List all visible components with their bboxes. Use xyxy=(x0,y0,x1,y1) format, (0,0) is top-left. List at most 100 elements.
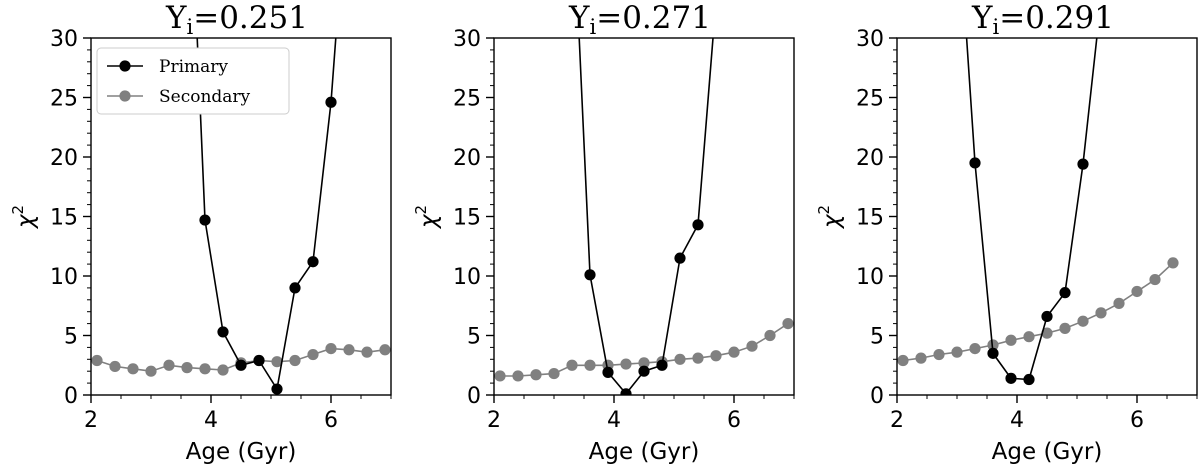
data-point-primary xyxy=(620,388,632,395)
data-point-secondary xyxy=(692,352,704,364)
y-tick-label: 0 xyxy=(870,384,884,409)
y-tick-label: 15 xyxy=(856,206,884,231)
data-point-secondary xyxy=(494,370,506,382)
legend-marker xyxy=(119,90,131,102)
data-point-secondary xyxy=(1167,257,1179,269)
data-point-secondary xyxy=(379,344,391,356)
data-point-secondary xyxy=(728,346,740,358)
y-label-superscript: 2 xyxy=(412,205,430,215)
y-tick-label: 10 xyxy=(453,265,481,290)
x-tick-label: 2 xyxy=(487,408,501,433)
data-point-secondary xyxy=(638,357,650,369)
data-point-secondary xyxy=(109,360,121,373)
data-point-secondary xyxy=(199,363,211,375)
data-point-primary xyxy=(987,347,999,359)
data-point-secondary xyxy=(530,369,542,381)
y-axis-label: χ2 xyxy=(412,205,442,230)
y-tick-label: 5 xyxy=(467,325,481,350)
x-tick-label: 2 xyxy=(890,408,904,433)
series-line-secondary xyxy=(902,262,1174,362)
y-tick-label: 30 xyxy=(856,27,884,52)
y-tick-label: 10 xyxy=(856,265,884,290)
data-point-secondary xyxy=(1041,327,1053,339)
title-symbol: Y xyxy=(971,0,993,36)
plot-frame xyxy=(90,37,392,396)
data-point-primary xyxy=(325,96,337,108)
data-point-secondary xyxy=(1005,334,1017,346)
title-value: =0.271 xyxy=(596,0,711,36)
y-tick-label: 30 xyxy=(453,27,481,52)
title-subscript: i xyxy=(993,15,1000,39)
data-point-primary xyxy=(656,359,668,371)
legend-entry: Primary xyxy=(107,57,228,77)
y-label-symbol: χ xyxy=(13,213,39,230)
y-axis-label: χ2 xyxy=(815,205,845,230)
y-tick-label: 30 xyxy=(50,27,78,52)
y-tick-label: 20 xyxy=(50,146,78,171)
plot-frame xyxy=(493,37,795,396)
data-point-secondary xyxy=(145,365,157,377)
x-tick-label: 2 xyxy=(84,408,98,433)
data-point-secondary xyxy=(674,353,686,365)
x-tick-label: 6 xyxy=(1130,408,1144,433)
series-line-primary xyxy=(965,38,1098,381)
data-point-primary xyxy=(692,219,704,231)
data-point-secondary xyxy=(548,367,560,380)
series-primary xyxy=(965,38,1098,386)
data-point-secondary xyxy=(1023,331,1035,343)
series-secondary xyxy=(897,257,1179,367)
data-point-primary xyxy=(1023,373,1035,386)
data-point-primary xyxy=(1059,287,1071,299)
data-point-secondary xyxy=(746,340,758,352)
data-point-secondary xyxy=(710,350,722,362)
data-point-secondary xyxy=(271,356,283,368)
data-point-secondary xyxy=(512,370,524,382)
title-symbol: Y xyxy=(568,0,590,36)
data-point-primary xyxy=(969,157,981,169)
data-point-secondary xyxy=(343,344,355,356)
legend-label: Primary xyxy=(159,57,228,77)
plot-frame xyxy=(896,37,1198,396)
y-tick-label: 5 xyxy=(64,325,78,350)
data-point-primary xyxy=(199,214,211,226)
legend-entry: Secondary xyxy=(107,87,251,107)
data-point-secondary xyxy=(91,354,103,367)
y-tick-label: 25 xyxy=(453,87,481,112)
x-tick-label: 4 xyxy=(607,408,621,433)
y-tick-label: 5 xyxy=(870,325,884,350)
title-subscript: i xyxy=(187,15,194,39)
data-point-secondary xyxy=(1113,297,1125,309)
data-point-secondary xyxy=(181,362,193,374)
y-tick-label: 25 xyxy=(50,87,78,112)
series-primary xyxy=(578,38,714,395)
chart-title: Yi=0.271 xyxy=(568,0,711,39)
y-label-superscript: 2 xyxy=(9,205,27,215)
series-line-primary xyxy=(578,38,714,395)
y-label-superscript: 2 xyxy=(815,205,833,215)
title-value: =0.251 xyxy=(193,0,308,36)
series-secondary xyxy=(494,318,794,382)
y-tick-label: 20 xyxy=(856,146,884,171)
data-point-primary xyxy=(289,282,301,294)
data-point-secondary xyxy=(566,359,578,371)
x-axis-label: Age (Gyr) xyxy=(589,439,700,465)
x-tick-label: 4 xyxy=(204,408,218,433)
data-point-secondary xyxy=(1149,273,1161,286)
data-point-primary xyxy=(674,252,686,264)
x-axis-label: Age (Gyr) xyxy=(992,439,1103,465)
data-point-secondary xyxy=(951,346,963,358)
series-line-primary xyxy=(196,38,337,392)
data-point-secondary xyxy=(127,363,139,375)
data-point-secondary xyxy=(1077,315,1089,327)
y-tick-label: 15 xyxy=(453,206,481,231)
legend: Primary Secondary xyxy=(96,47,290,115)
legend-box xyxy=(96,47,290,115)
data-point-primary xyxy=(271,383,283,395)
x-tick-label: 6 xyxy=(324,408,338,433)
y-tick-label: 15 xyxy=(50,206,78,231)
legend-marker xyxy=(119,60,131,72)
y-tick-label: 20 xyxy=(453,146,481,171)
